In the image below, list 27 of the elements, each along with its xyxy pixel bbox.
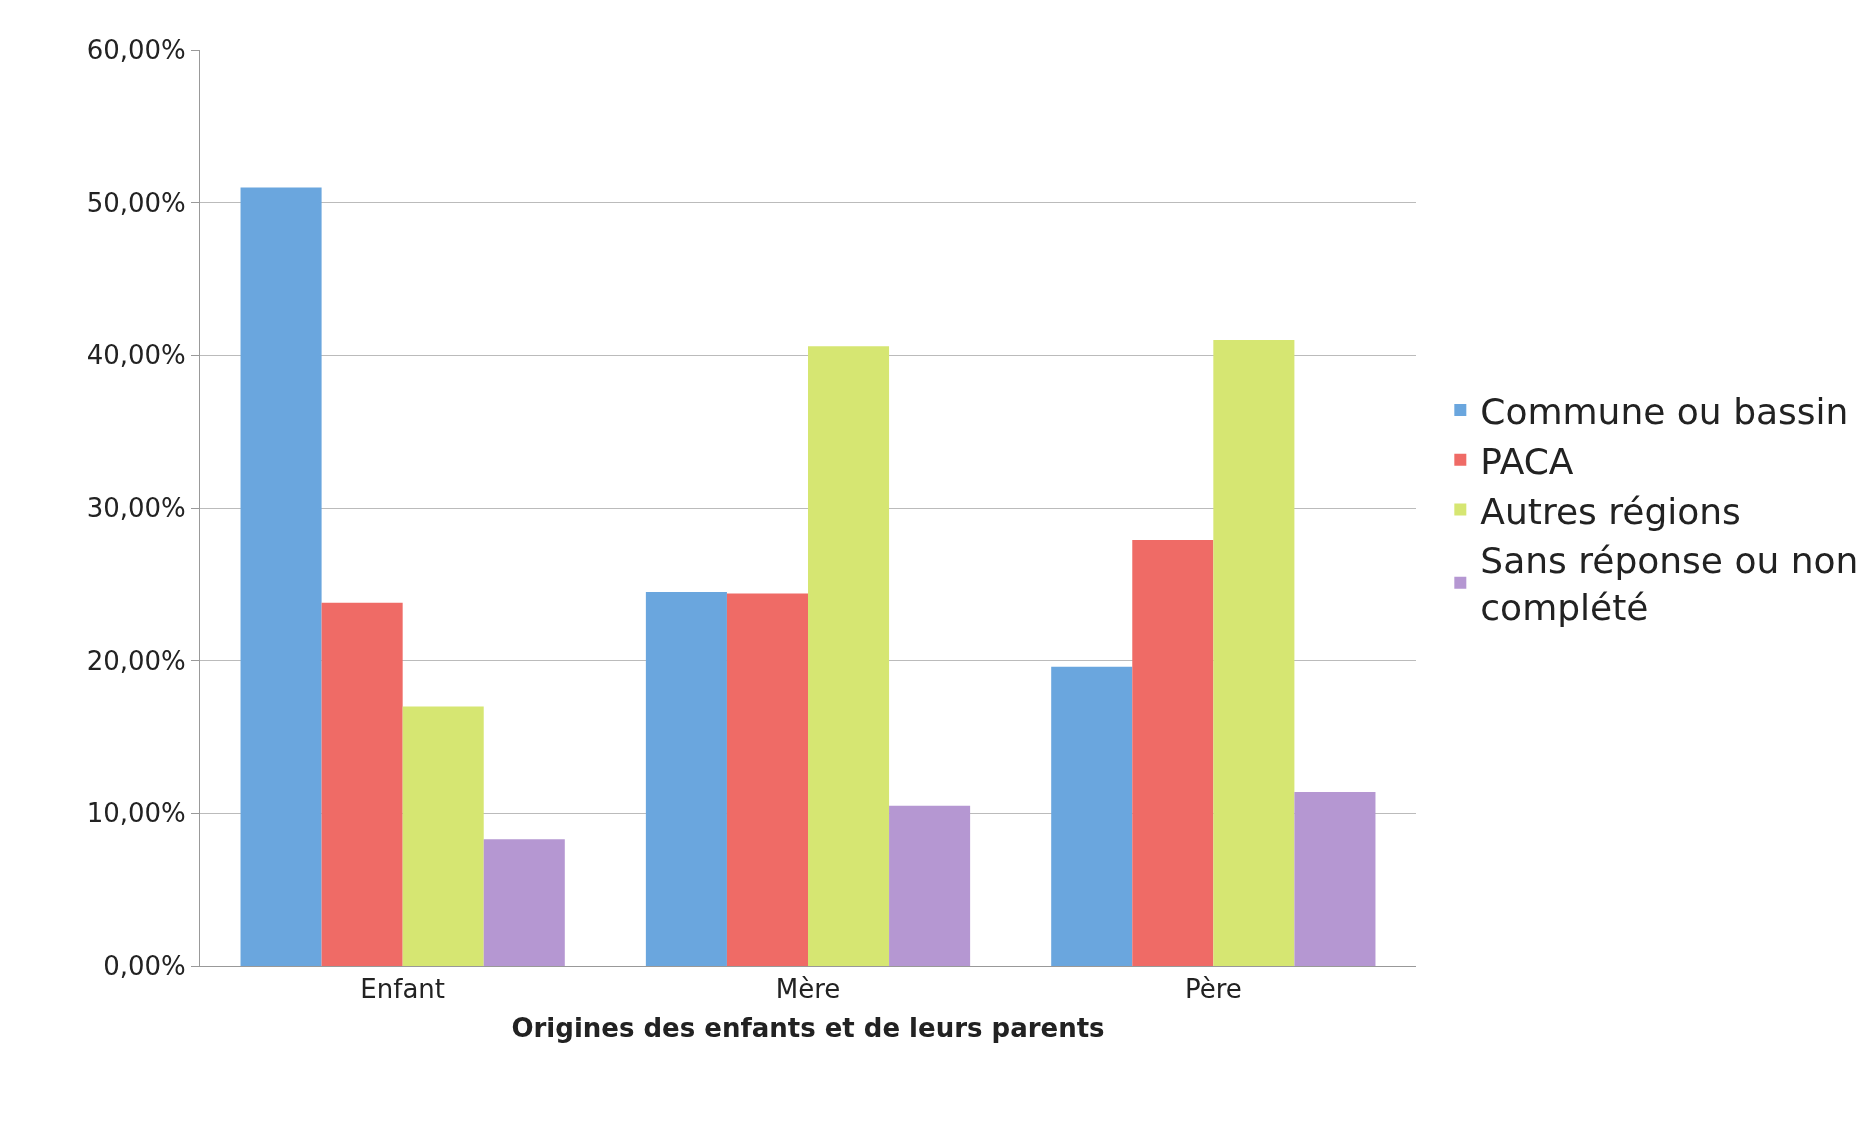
y-tick-label: 10,00% bbox=[86, 798, 186, 829]
bar bbox=[1294, 791, 1376, 966]
bar bbox=[645, 591, 727, 966]
bar bbox=[402, 706, 484, 966]
bar bbox=[483, 839, 565, 966]
x-axis-title: Origines des enfants et de leurs parents bbox=[511, 1012, 1105, 1043]
legend-label: Autres régions bbox=[1480, 490, 1741, 532]
legend-label: PACA bbox=[1480, 440, 1574, 482]
bar bbox=[1132, 540, 1214, 966]
y-tick-label: 50,00% bbox=[86, 187, 186, 218]
y-tick-label: 0,00% bbox=[103, 951, 186, 982]
x-tick-label: Enfant bbox=[360, 974, 446, 1005]
y-tick-label: 40,00% bbox=[86, 340, 186, 371]
bar bbox=[808, 346, 890, 966]
bar bbox=[1051, 666, 1133, 966]
bar bbox=[240, 187, 322, 966]
bar bbox=[889, 805, 971, 966]
y-tick-label: 60,00% bbox=[86, 35, 186, 66]
y-tick-label: 20,00% bbox=[86, 645, 186, 676]
legend-label: Commune ou bassin bbox=[1480, 390, 1849, 432]
x-tick-label: Père bbox=[1184, 974, 1242, 1005]
bar bbox=[1213, 340, 1295, 966]
x-tick-label: Mère bbox=[775, 974, 841, 1005]
legend-label: Sans réponse ou non complété bbox=[1480, 540, 1859, 629]
bar bbox=[321, 602, 403, 966]
y-tick-label: 30,00% bbox=[86, 493, 186, 524]
bar bbox=[726, 593, 808, 966]
